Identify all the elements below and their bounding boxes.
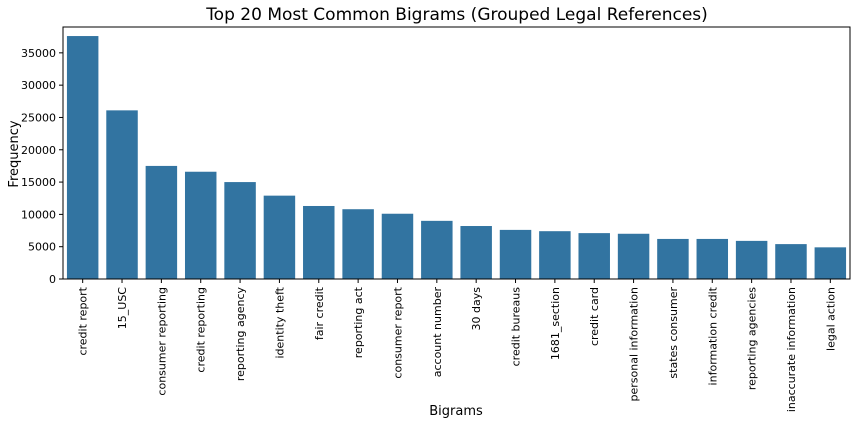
x-tick-label: reporting agencies bbox=[746, 287, 759, 390]
bar-reporting-agencies bbox=[735, 240, 768, 279]
x-tick-label: reporting agency bbox=[234, 287, 247, 382]
bar-account-number bbox=[421, 220, 453, 279]
bar-reporting-act bbox=[342, 209, 374, 279]
y-tick-label: 30000 bbox=[21, 79, 56, 92]
bar-legal-action bbox=[814, 247, 847, 279]
bar-inaccurate-information bbox=[775, 244, 807, 279]
x-tick-label: states consumer bbox=[667, 287, 680, 379]
x-tick-label: 15_USC bbox=[116, 287, 129, 330]
x-tick-label: credit bureaus bbox=[510, 287, 523, 367]
y-tick-label: 5000 bbox=[28, 241, 56, 254]
bar-30-days bbox=[460, 226, 492, 279]
x-tick-label: credit reporting bbox=[195, 287, 208, 373]
bar-consumer-report bbox=[381, 213, 414, 279]
x-tick-label: fair credit bbox=[313, 286, 326, 340]
y-tick-label: 20000 bbox=[21, 144, 56, 157]
x-tick-label: 30 days bbox=[470, 287, 483, 331]
x-axis-ticks: credit report 15_USC consumer reporting cre… bbox=[77, 279, 837, 412]
x-tick-label: reporting act bbox=[352, 286, 365, 358]
bar-reporting-agency bbox=[224, 182, 256, 279]
x-tick-label: inaccurate information bbox=[785, 287, 798, 412]
y-tick-label: 15000 bbox=[21, 176, 56, 189]
bar-consumer-reporting bbox=[145, 165, 178, 279]
bar-identity-theft bbox=[263, 195, 296, 279]
x-tick-label: information credit bbox=[706, 286, 719, 385]
bar-credit-card bbox=[578, 233, 610, 279]
y-axis-ticks: 0 5000 10000 15000 20000 25000 30000 35000 bbox=[21, 47, 63, 286]
x-tick-label: account number bbox=[431, 287, 444, 378]
x-tick-label: personal information bbox=[628, 287, 641, 402]
bar-information-credit bbox=[696, 238, 729, 279]
x-tick-label: credit report bbox=[77, 286, 90, 355]
bar-credit-reporting bbox=[184, 171, 217, 279]
y-tick-label: 25000 bbox=[21, 111, 56, 124]
y-axis-label: Frequency bbox=[7, 120, 22, 187]
x-tick-label: consumer reporting bbox=[155, 287, 168, 396]
bar-1681-section bbox=[539, 231, 571, 279]
x-tick-label: credit card bbox=[588, 287, 601, 346]
bar-credit-bureaus bbox=[499, 229, 532, 279]
x-tick-label: legal action bbox=[824, 287, 837, 351]
bars-group bbox=[66, 36, 847, 279]
bar-credit-report bbox=[66, 36, 99, 279]
chart-title: Top 20 Most Common Bigrams (Grouped Lega… bbox=[205, 5, 708, 25]
x-tick-label: consumer report bbox=[391, 286, 404, 378]
plot-frame bbox=[62, 26, 851, 280]
y-tick-label: 0 bbox=[49, 273, 56, 286]
y-tick-label: 10000 bbox=[21, 208, 56, 221]
bar-states-consumer bbox=[657, 238, 689, 279]
bar-15-usc bbox=[106, 110, 138, 279]
x-axis-label: Bigrams bbox=[429, 404, 483, 419]
bar-fair-credit bbox=[303, 205, 335, 279]
bar-personal-information bbox=[617, 233, 650, 279]
y-tick-label: 35000 bbox=[21, 47, 56, 60]
x-tick-label: 1681_section bbox=[549, 287, 562, 360]
x-tick-label: identity theft bbox=[273, 286, 286, 358]
